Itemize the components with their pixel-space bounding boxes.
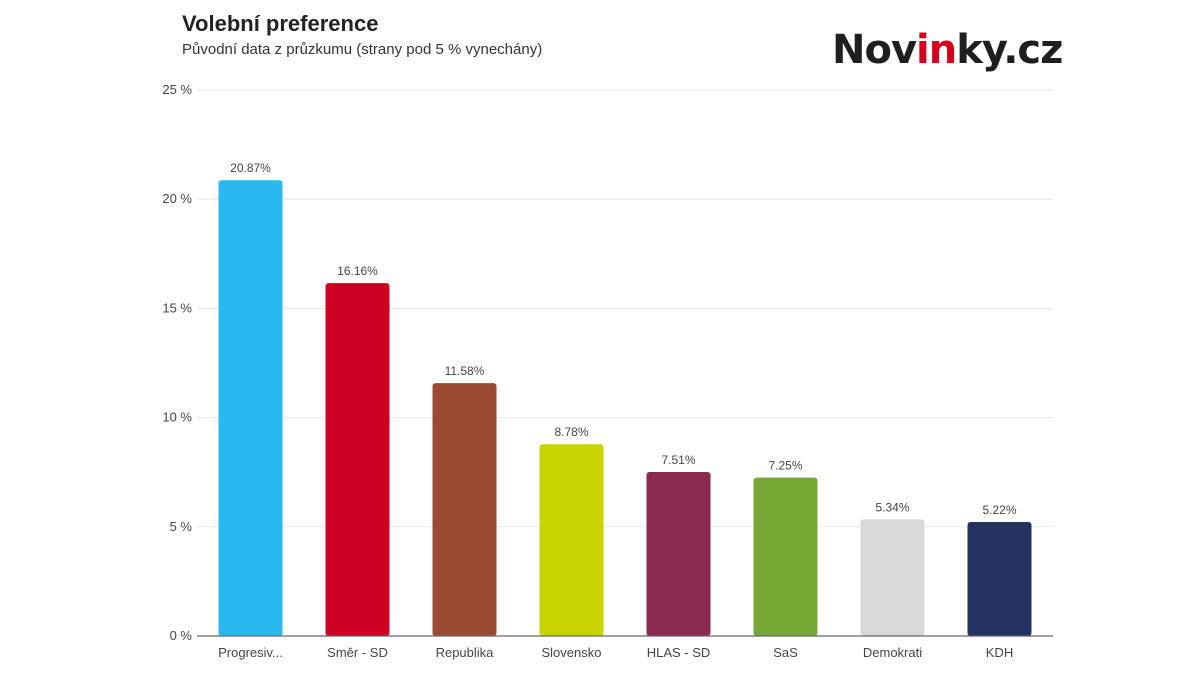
data-label: 5.34% bbox=[875, 500, 909, 514]
y-tick-label: 25 % bbox=[162, 82, 192, 97]
y-tick-label: 5 % bbox=[170, 519, 193, 534]
y-tick-label: 10 % bbox=[162, 410, 192, 425]
logo-text-accent: in bbox=[916, 27, 957, 73]
chart-title: Volební preference bbox=[182, 11, 379, 36]
x-category-label: Demokrati bbox=[863, 645, 922, 660]
y-tick-label: 15 % bbox=[162, 300, 192, 315]
data-label: 8.78% bbox=[554, 425, 588, 439]
y-tick-label: 0 % bbox=[170, 628, 193, 643]
bar[interactable] bbox=[860, 519, 925, 636]
data-label: 7.25% bbox=[768, 459, 802, 473]
data-label: 20.87% bbox=[230, 161, 271, 175]
x-category-label: SaS bbox=[773, 645, 798, 660]
y-tick-label: 20 % bbox=[162, 191, 192, 206]
chart-header: Volební preference Původní data z průzku… bbox=[182, 10, 542, 61]
x-category-label: Progresiv... bbox=[218, 645, 283, 660]
logo-text-end: ky.cz bbox=[956, 27, 1063, 73]
x-category-label: Směr - SD bbox=[327, 645, 388, 660]
x-category-label: Republika bbox=[436, 645, 495, 660]
bar[interactable] bbox=[646, 471, 711, 636]
novinky-logo: Novinky.cz bbox=[832, 26, 1063, 74]
data-label: 16.16% bbox=[337, 264, 378, 278]
data-label: 5.22% bbox=[982, 503, 1016, 517]
bar[interactable] bbox=[539, 444, 604, 636]
chart-subtitle: Původní data z průzkumu (strany pod 5 % … bbox=[182, 41, 543, 58]
bar[interactable] bbox=[432, 383, 497, 636]
logo-text-start: Nov bbox=[832, 27, 917, 73]
x-category-label: KDH bbox=[986, 645, 1013, 660]
bar[interactable] bbox=[218, 180, 283, 636]
bar[interactable] bbox=[325, 283, 390, 636]
x-category-label: Slovensko bbox=[542, 645, 602, 660]
data-label: 7.51% bbox=[661, 453, 695, 467]
x-category-label: HLAS - SD bbox=[647, 645, 711, 660]
bar[interactable] bbox=[753, 477, 818, 636]
data-label: 11.58% bbox=[445, 364, 485, 378]
bar[interactable] bbox=[967, 521, 1032, 636]
